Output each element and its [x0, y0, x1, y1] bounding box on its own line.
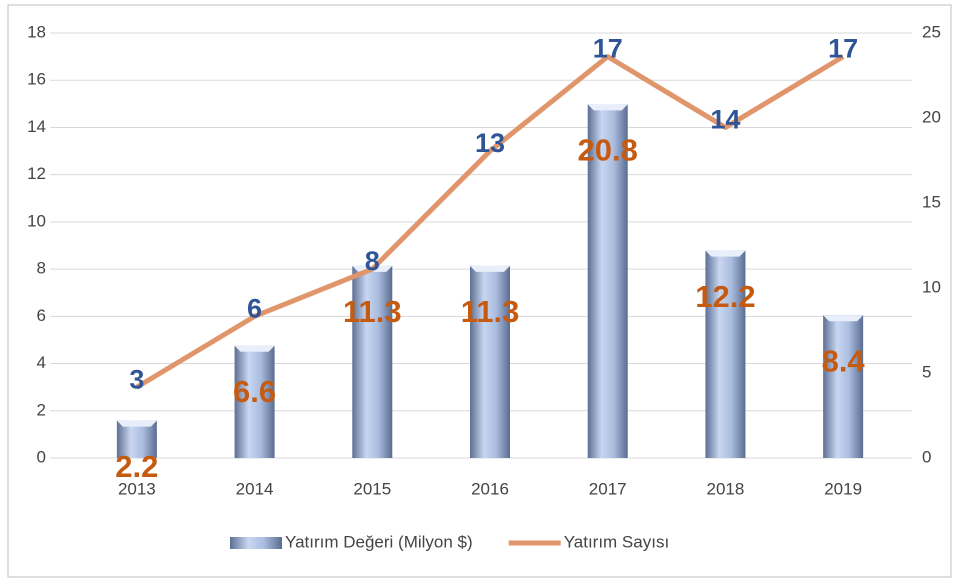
- y2-tick-label: 0: [922, 447, 931, 466]
- data-label: 12.2: [695, 279, 755, 314]
- y-tick-label: 8: [37, 259, 46, 278]
- data-label: 6: [247, 293, 262, 323]
- bar: [234, 345, 275, 458]
- bar-cap: [823, 315, 864, 322]
- x-tick-label: 2017: [589, 479, 627, 498]
- bar: [116, 420, 157, 458]
- bar-cap: [705, 250, 746, 257]
- y-tick-label: 12: [27, 164, 46, 183]
- bar: [352, 265, 393, 458]
- y2-tick-label: 5: [922, 362, 931, 381]
- data-label: 11.3: [343, 294, 402, 329]
- data-label: 2.2: [115, 449, 158, 484]
- bar: [823, 315, 864, 458]
- data-label: 20.8: [578, 133, 638, 168]
- y-tick-label: 4: [37, 353, 46, 372]
- y-tick-label: 0: [37, 447, 46, 466]
- bar-cap: [470, 265, 510, 272]
- legend-label: Yatırım Sayısı: [564, 532, 670, 551]
- x-tick-label: 2019: [824, 479, 862, 498]
- data-label: 13: [475, 128, 505, 158]
- y-tick-label: 10: [27, 211, 46, 230]
- y2-tick-label: 25: [922, 22, 941, 41]
- data-label: 17: [593, 34, 623, 64]
- bar-cap: [234, 345, 275, 352]
- x-tick-label: 2015: [353, 479, 391, 498]
- bar-cap: [587, 104, 628, 111]
- data-label: 11.3: [461, 294, 520, 329]
- x-tick-label: 2014: [236, 479, 274, 498]
- data-label: 14: [710, 105, 740, 135]
- data-label: 17: [828, 34, 858, 64]
- y-tick-label: 14: [27, 117, 46, 136]
- line: [135, 54, 845, 390]
- legend-swatch: [230, 537, 282, 549]
- x-tick-label: 2013: [118, 479, 156, 498]
- y-tick-label: 6: [37, 306, 46, 325]
- data-label: 3: [129, 364, 144, 394]
- legend-label: Yatırım Değeri (Milyon $): [285, 532, 473, 551]
- bar: [587, 104, 628, 459]
- bar-cap: [116, 420, 157, 427]
- bar: [470, 265, 510, 458]
- data-label: 8.4: [822, 343, 866, 378]
- y-tick-label: 16: [27, 70, 46, 89]
- x-tick-label: 2016: [471, 479, 509, 498]
- y-tick-label: 18: [27, 22, 46, 41]
- x-tick-label: 2018: [707, 479, 745, 498]
- bar: [705, 250, 746, 458]
- y2-tick-label: 20: [922, 107, 941, 126]
- y2-tick-label: 10: [922, 277, 941, 296]
- y-tick-label: 2: [37, 400, 46, 419]
- y2-tick-label: 15: [922, 192, 941, 211]
- data-label: 8: [365, 246, 380, 276]
- data-label: 6.6: [233, 374, 276, 409]
